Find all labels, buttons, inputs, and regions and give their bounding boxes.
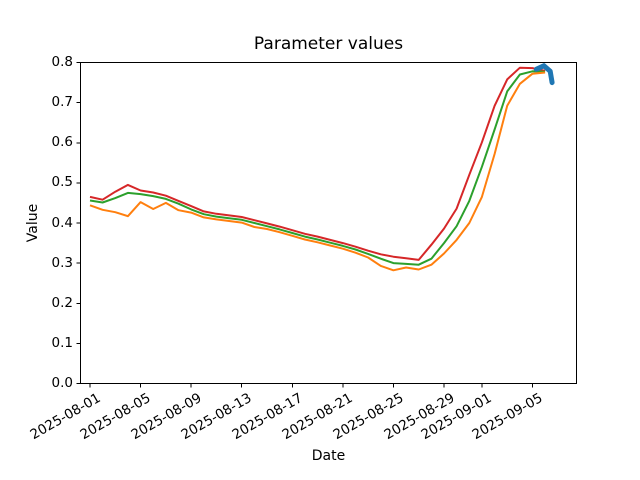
y-tick-label: 0.7 <box>51 94 73 111</box>
y-tick-label: 0.0 <box>51 375 73 391</box>
series-line-parameter-green <box>89 70 546 266</box>
axes-spines <box>80 62 577 384</box>
x-axis-label: Date <box>311 448 346 464</box>
y-tick-label: 0.3 <box>51 254 73 271</box>
y-tick-label: 0.1 <box>51 334 73 351</box>
latest-value-marker <box>533 63 555 86</box>
y-tick-label: 0.6 <box>51 134 73 151</box>
y-tick-label: 0.4 <box>51 214 73 231</box>
y-tick-label: 0.2 <box>51 294 73 311</box>
series-line-parameter-orange <box>89 71 546 272</box>
y-tick-label: 0.8 <box>51 54 73 70</box>
chart-title: Parameter values <box>253 34 404 54</box>
series-line-parameter-red <box>89 66 546 261</box>
y-tick-label: 0.5 <box>51 174 73 191</box>
